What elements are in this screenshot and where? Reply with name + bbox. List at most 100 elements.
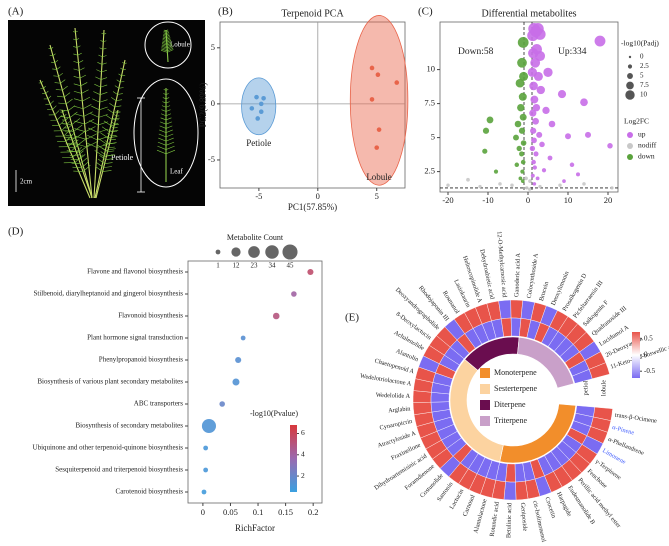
legend-title: -log10(Padj) xyxy=(621,39,659,48)
plant-leaflet xyxy=(165,117,172,121)
point xyxy=(535,176,540,181)
legend-label: 34 xyxy=(269,262,277,270)
plant-leaflet xyxy=(103,166,113,168)
plant-leaflet xyxy=(158,137,167,142)
point xyxy=(534,28,546,40)
plant-leaflet xyxy=(80,157,88,164)
legend-size xyxy=(627,64,633,69)
plant-leaflet xyxy=(102,47,107,50)
legend-label: 5 xyxy=(640,72,644,80)
y-tick-label: 5 xyxy=(211,42,215,52)
plant-leaflet xyxy=(110,138,116,141)
ring-label: lobule xyxy=(600,380,607,396)
point xyxy=(482,127,490,134)
plant-leaflet xyxy=(165,133,174,138)
plant-leaflet xyxy=(59,120,65,126)
compound-label: Arglabin xyxy=(388,405,412,414)
plant-leaflet xyxy=(65,117,69,121)
legend-label: 23 xyxy=(251,262,259,270)
y-axis-label: PC2(9.89%) xyxy=(198,83,208,128)
y-tick-label: 5 xyxy=(431,132,435,142)
bubble xyxy=(291,291,297,297)
plant-leaflet xyxy=(166,36,171,39)
plant-leaflet xyxy=(98,114,108,118)
legend-size xyxy=(626,81,634,90)
plant-leaflet xyxy=(64,92,71,98)
legend-title: Metabolite Count xyxy=(227,233,284,242)
compound-label: Wedelolide A xyxy=(376,392,411,400)
plant-leaflet xyxy=(103,40,107,43)
legend-size xyxy=(627,73,633,79)
category-label: Sesquiterpenoid and triterpenoid biosynt… xyxy=(55,466,183,474)
plant-leaflet xyxy=(98,138,107,145)
plant-leaflet xyxy=(74,143,87,148)
category-label: Ubiquinone and other terpenoid-quinone b… xyxy=(33,444,184,452)
plant-leaflet xyxy=(73,139,79,145)
compound-label: 12-O-Methylcarnosic acid xyxy=(495,231,508,298)
plant-leaflet xyxy=(94,150,105,157)
category-label: Biosynthesis of secondary metabolites xyxy=(75,422,183,430)
plant-leaflet xyxy=(102,170,112,172)
point xyxy=(548,120,556,128)
point xyxy=(536,85,545,95)
point xyxy=(543,67,553,77)
plant-leaflet xyxy=(56,66,61,70)
compound-label: α-Pinene xyxy=(611,424,635,437)
plant-leaflet xyxy=(63,114,67,117)
point xyxy=(519,71,529,81)
plant-leaflet xyxy=(116,99,123,102)
plant-stem xyxy=(93,29,105,199)
plant-leaflet xyxy=(87,134,98,141)
heat-cell xyxy=(412,390,432,403)
plant-leaflet xyxy=(165,149,176,155)
plant-leaflet xyxy=(74,120,85,125)
point xyxy=(515,78,525,88)
plant-leaflet xyxy=(160,50,168,53)
x-tick-label: 10 xyxy=(564,195,573,205)
point xyxy=(584,131,592,138)
plant-leaflet xyxy=(54,82,61,84)
confidence-ellipse xyxy=(241,77,277,136)
plant-leaflet xyxy=(165,29,169,32)
plant-leaflet xyxy=(73,90,82,94)
plant-leaflet xyxy=(161,47,168,50)
plot-frame xyxy=(439,21,619,193)
point xyxy=(547,155,553,161)
plant-leaflet xyxy=(78,60,84,64)
panel-label: (C) xyxy=(418,6,433,18)
plant-leaflet xyxy=(112,91,118,95)
group-label: Petiole xyxy=(246,138,271,148)
plant-leaflet xyxy=(114,123,119,125)
legend-label: up xyxy=(638,130,646,139)
point xyxy=(517,103,525,112)
plant-leaflet xyxy=(95,76,102,80)
plant-leaflet xyxy=(43,85,46,89)
plant-leaflet xyxy=(100,40,104,43)
point xyxy=(527,187,532,191)
plant-leaflet xyxy=(103,143,109,149)
leaf-circle xyxy=(133,78,199,188)
plant-leaflet xyxy=(60,116,70,118)
plant-leaflet xyxy=(104,140,110,145)
point xyxy=(376,127,382,132)
confidence-ellipse xyxy=(349,15,409,186)
point xyxy=(532,182,537,186)
plant-leaflet xyxy=(161,43,168,46)
color-bar xyxy=(632,332,640,378)
compound-label: Carnosol xyxy=(461,494,476,518)
plant-leaflet xyxy=(77,52,82,56)
plant-leaflet xyxy=(101,126,110,133)
plant-leaflet xyxy=(63,129,74,132)
legend-label: 0 xyxy=(640,53,644,61)
plant-leaflet xyxy=(167,47,174,52)
chart-title: Differential metabolites xyxy=(481,8,576,19)
x-tick-label: -5 xyxy=(255,191,262,201)
plant-leaflet xyxy=(161,45,168,49)
plant-leaflet xyxy=(166,37,171,40)
point xyxy=(518,92,527,101)
point xyxy=(530,173,535,178)
point xyxy=(482,148,488,154)
plant-leaflet xyxy=(158,133,167,138)
point xyxy=(582,182,586,186)
point xyxy=(557,90,567,99)
